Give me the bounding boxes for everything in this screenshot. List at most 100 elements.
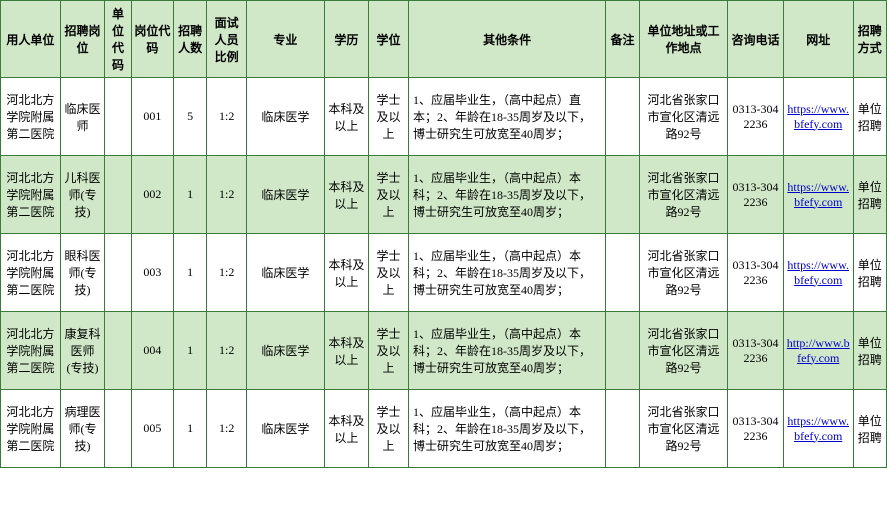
cell-post_code: 004: [131, 312, 173, 390]
cell-phone: 0313-3042236: [728, 156, 783, 234]
col-header-employer: 用人单位: [1, 1, 61, 78]
cell-conditions: 1、应届毕业生，（高中起点）直本；2、年龄在18-35周岁及以下，博士研究生可放…: [408, 78, 605, 156]
cell-employer: 河北北方学院附属第二医院: [1, 234, 61, 312]
website-link[interactable]: https://www.bfefy.com: [787, 258, 849, 287]
cell-phone: 0313-3042236: [728, 78, 783, 156]
col-header-major: 专业: [247, 1, 325, 78]
cell-post_code: 003: [131, 234, 173, 312]
cell-post_code: 005: [131, 390, 173, 468]
col-header-remark: 备注: [606, 1, 639, 78]
cell-ratio: 1:2: [207, 234, 247, 312]
website-link[interactable]: https://www.bfefy.com: [787, 180, 849, 209]
cell-post_code: 001: [131, 78, 173, 156]
cell-position: 临床医师: [60, 78, 104, 156]
col-header-education: 学历: [324, 1, 368, 78]
cell-employer: 河北北方学院附属第二医院: [1, 312, 61, 390]
cell-education: 本科及以上: [324, 390, 368, 468]
cell-unit_code: [105, 234, 132, 312]
cell-method: 单位招聘: [853, 234, 886, 312]
website-link[interactable]: https://www.bfefy.com: [787, 414, 849, 443]
col-header-ratio: 面试人员比例: [207, 1, 247, 78]
col-header-unit_code: 单位代码: [105, 1, 132, 78]
cell-major: 临床医学: [247, 390, 325, 468]
cell-employer: 河北北方学院附属第二医院: [1, 78, 61, 156]
col-header-position: 招聘岗位: [60, 1, 104, 78]
website-link[interactable]: http://www.bfefy.com: [787, 336, 850, 365]
col-header-phone: 咨询电话: [728, 1, 783, 78]
cell-phone: 0313-3042236: [728, 234, 783, 312]
cell-major: 临床医学: [247, 156, 325, 234]
col-header-headcount: 招聘人数: [173, 1, 206, 78]
col-header-degree: 学位: [369, 1, 409, 78]
cell-address: 河北省张家口市宣化区清远路92号: [639, 312, 728, 390]
cell-ratio: 1:2: [207, 390, 247, 468]
cell-degree: 学士及以上: [369, 78, 409, 156]
cell-method: 单位招聘: [853, 312, 886, 390]
cell-ratio: 1:2: [207, 78, 247, 156]
cell-post_code: 002: [131, 156, 173, 234]
cell-unit_code: [105, 78, 132, 156]
cell-position: 儿科医师(专技): [60, 156, 104, 234]
cell-employer: 河北北方学院附属第二医院: [1, 390, 61, 468]
cell-remark: [606, 78, 639, 156]
cell-ratio: 1:2: [207, 156, 247, 234]
cell-phone: 0313-3042236: [728, 390, 783, 468]
table-header-row: 用人单位招聘岗位单位代码岗位代码招聘人数面试人员比例专业学历学位其他条件备注单位…: [1, 1, 887, 78]
cell-position: 病理医师(专技): [60, 390, 104, 468]
cell-headcount: 1: [173, 312, 206, 390]
cell-unit_code: [105, 312, 132, 390]
cell-degree: 学士及以上: [369, 156, 409, 234]
cell-major: 临床医学: [247, 78, 325, 156]
cell-address: 河北省张家口市宣化区清远路92号: [639, 156, 728, 234]
cell-degree: 学士及以上: [369, 312, 409, 390]
website-link[interactable]: https://www.bfefy.com: [787, 102, 849, 131]
col-header-method: 招聘方式: [853, 1, 886, 78]
col-header-address: 单位地址或工作地点: [639, 1, 728, 78]
cell-address: 河北省张家口市宣化区清远路92号: [639, 390, 728, 468]
cell-address: 河北省张家口市宣化区清远路92号: [639, 78, 728, 156]
cell-education: 本科及以上: [324, 234, 368, 312]
cell-conditions: 1、应届毕业生，（高中起点）本科；2、年龄在18-35周岁及以下，博士研究生可放…: [408, 234, 605, 312]
cell-method: 单位招聘: [853, 156, 886, 234]
cell-conditions: 1、应届毕业生，（高中起点）本科；2、年龄在18-35周岁及以下，博士研究生可放…: [408, 390, 605, 468]
cell-remark: [606, 390, 639, 468]
table-row: 河北北方学院附属第二医院眼科医师(专技)00311:2临床医学本科及以上学士及以…: [1, 234, 887, 312]
cell-position: 眼科医师(专技): [60, 234, 104, 312]
cell-degree: 学士及以上: [369, 390, 409, 468]
col-header-conditions: 其他条件: [408, 1, 605, 78]
table-row: 河北北方学院附属第二医院康复科医师(专技) 00411:2临床医学本科及以上学士及…: [1, 312, 887, 390]
col-header-url: 网址: [783, 1, 853, 78]
cell-conditions: 1、应届毕业生，（高中起点）本科；2、年龄在18-35周岁及以下，博士研究生可放…: [408, 312, 605, 390]
cell-url: http://www.bfefy.com: [783, 312, 853, 390]
cell-education: 本科及以上: [324, 312, 368, 390]
cell-url: https://www.bfefy.com: [783, 234, 853, 312]
cell-headcount: 5: [173, 78, 206, 156]
table-row: 河北北方学院附属第二医院病理医师(专技) 00511:2临床医学本科及以上学士及以…: [1, 390, 887, 468]
cell-education: 本科及以上: [324, 156, 368, 234]
cell-ratio: 1:2: [207, 312, 247, 390]
cell-url: https://www.bfefy.com: [783, 390, 853, 468]
cell-conditions: 1、应届毕业生，（高中起点）本科；2、年龄在18-35周岁及以下，博士研究生可放…: [408, 156, 605, 234]
cell-phone: 0313-3042236: [728, 312, 783, 390]
cell-remark: [606, 234, 639, 312]
cell-url: https://www.bfefy.com: [783, 156, 853, 234]
cell-major: 临床医学: [247, 312, 325, 390]
cell-unit_code: [105, 156, 132, 234]
cell-remark: [606, 312, 639, 390]
cell-headcount: 1: [173, 234, 206, 312]
cell-method: 单位招聘: [853, 78, 886, 156]
cell-method: 单位招聘: [853, 390, 886, 468]
cell-url: https://www.bfefy.com: [783, 78, 853, 156]
cell-degree: 学士及以上: [369, 234, 409, 312]
cell-address: 河北省张家口市宣化区清远路92号: [639, 234, 728, 312]
recruitment-table: 用人单位招聘岗位单位代码岗位代码招聘人数面试人员比例专业学历学位其他条件备注单位…: [0, 0, 887, 468]
cell-remark: [606, 156, 639, 234]
cell-position: 康复科医师(专技): [60, 312, 104, 390]
col-header-post_code: 岗位代码: [131, 1, 173, 78]
cell-headcount: 1: [173, 156, 206, 234]
cell-headcount: 1: [173, 390, 206, 468]
table-row: 河北北方学院附属第二医院临床医师 00151:2临床医学本科及以上学士及以上1、应…: [1, 78, 887, 156]
cell-unit_code: [105, 390, 132, 468]
cell-employer: 河北北方学院附属第二医院: [1, 156, 61, 234]
cell-education: 本科及以上: [324, 78, 368, 156]
